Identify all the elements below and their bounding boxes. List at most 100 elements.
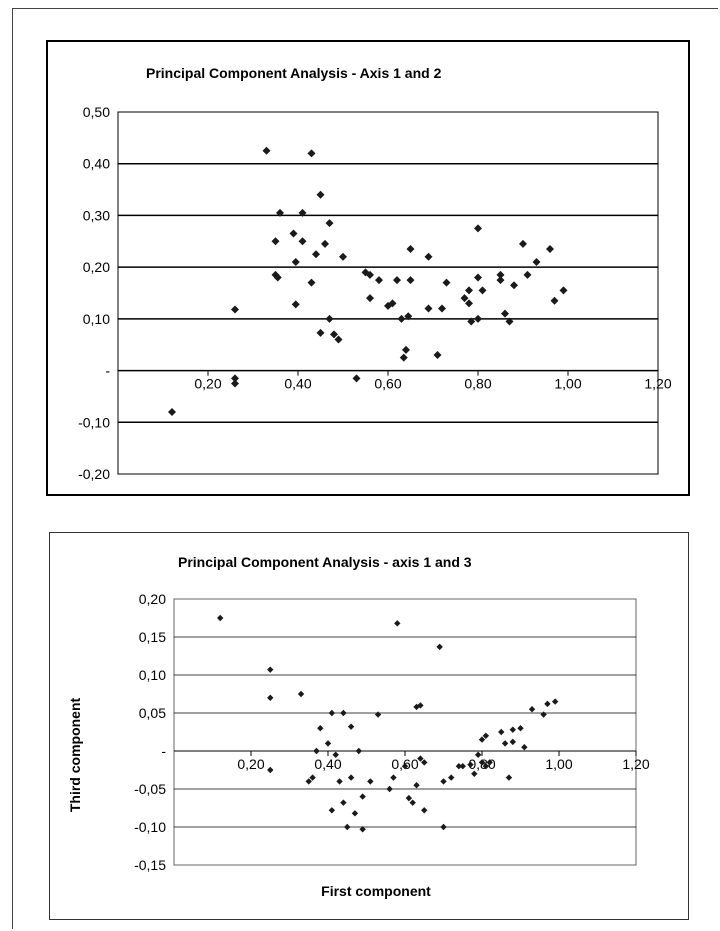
- chart-pca-axis-1-3: Principal Component Analysis - axis 1 an…: [49, 532, 689, 920]
- data-point: [340, 799, 347, 806]
- data-point: [409, 799, 416, 806]
- data-point: [459, 763, 466, 770]
- data-point: [509, 726, 516, 733]
- data-point: [546, 245, 554, 254]
- y-tick-label: 0,10: [139, 667, 166, 683]
- data-point: [340, 709, 347, 717]
- data-point: [390, 774, 397, 781]
- data-point: [519, 239, 527, 248]
- data-point: [291, 300, 300, 309]
- data-point: [352, 374, 361, 383]
- x-axis-label: First component: [321, 883, 431, 899]
- data-point: [474, 224, 482, 233]
- data-point: [325, 219, 334, 228]
- chart-title: Principal Component Analysis - Axis 1 an…: [146, 65, 442, 81]
- y-axis-label: Third component: [67, 698, 83, 813]
- data-point: [509, 738, 516, 746]
- data-point: [262, 146, 271, 155]
- data-point: [273, 273, 282, 282]
- data-point: [421, 807, 428, 814]
- data-point: [501, 740, 509, 747]
- data-point: [267, 694, 274, 701]
- data-point: [440, 823, 447, 831]
- data-point: [321, 239, 329, 248]
- data-point: [540, 711, 547, 718]
- y-tick-label: -0,20: [78, 466, 110, 482]
- data-point: [347, 774, 355, 781]
- x-tick-label: 0,20: [237, 756, 264, 772]
- y-tick-label: -: [161, 743, 166, 759]
- data-point: [505, 774, 513, 781]
- data-point: [436, 643, 443, 651]
- data-point: [276, 208, 284, 217]
- data-point: [498, 728, 505, 736]
- y-tick-label: -0,15: [134, 857, 166, 873]
- data-point: [521, 744, 528, 751]
- data-point: [267, 766, 274, 774]
- data-point: [307, 149, 316, 158]
- x-tick-label: 0,40: [314, 756, 341, 772]
- x-tick-label: 0,80: [464, 376, 491, 392]
- data-point: [366, 270, 374, 279]
- data-point: [359, 826, 366, 833]
- data-point: [312, 250, 320, 259]
- data-point: [551, 698, 559, 705]
- data-point: [330, 330, 338, 339]
- data-point: [467, 317, 476, 326]
- data-point: [517, 725, 524, 732]
- data-point: [394, 620, 401, 627]
- data-point: [474, 314, 482, 323]
- y-tick-label: -0,10: [134, 819, 166, 835]
- y-tick-label: 0,10: [83, 311, 110, 327]
- data-point: [465, 299, 473, 308]
- data-point: [413, 782, 420, 789]
- data-point: [460, 294, 469, 303]
- y-tick-label: 0,30: [83, 207, 110, 223]
- x-tick-label: 0,40: [284, 376, 311, 392]
- data-point: [438, 304, 446, 313]
- plot-area: [173, 598, 637, 866]
- data-point: [298, 208, 307, 217]
- data-point: [523, 270, 532, 279]
- y-tick-label: 0,20: [139, 591, 166, 607]
- data-point: [405, 794, 413, 802]
- data-point: [402, 345, 410, 354]
- x-tick-label: 1,20: [622, 756, 649, 772]
- y-tick-label: 0,05: [139, 705, 166, 721]
- data-point: [267, 666, 274, 673]
- data-point: [344, 823, 351, 831]
- data-point: [291, 257, 300, 266]
- data-point: [231, 374, 239, 383]
- data-point: [328, 709, 336, 717]
- y-tick-label: -: [105, 363, 110, 379]
- data-point: [355, 747, 362, 755]
- data-point: [388, 299, 397, 308]
- data-point: [289, 229, 298, 238]
- data-point: [298, 237, 307, 246]
- data-point: [544, 700, 551, 708]
- data-point: [375, 276, 383, 285]
- chart-pca-axis-1-2-svg: Principal Component Analysis - Axis 1 an…: [78, 65, 672, 482]
- data-point: [424, 252, 433, 261]
- data-point: [528, 706, 536, 713]
- data-point: [399, 353, 408, 362]
- data-point: [336, 778, 343, 785]
- x-tick-label: 1,00: [545, 756, 572, 772]
- data-point: [316, 190, 325, 199]
- data-point: [313, 747, 320, 755]
- data-point: [339, 252, 347, 261]
- data-point: [496, 270, 505, 279]
- data-point: [474, 273, 482, 282]
- data-point: [231, 379, 239, 388]
- data-point: [393, 276, 401, 285]
- y-tick-label: -0,05: [134, 781, 166, 797]
- data-point: [406, 245, 415, 254]
- chart-pca-axis-1-3-svg: Principal Component Analysis - axis 1 an…: [67, 554, 650, 899]
- data-point: [465, 286, 473, 295]
- chart-title: Principal Component Analysis - axis 1 an…: [178, 554, 472, 570]
- x-tick-label: 0,60: [374, 376, 401, 392]
- data-point: [448, 774, 455, 781]
- data-point: [297, 690, 305, 698]
- data-point: [324, 740, 332, 747]
- y-tick-label: 0,15: [139, 629, 166, 645]
